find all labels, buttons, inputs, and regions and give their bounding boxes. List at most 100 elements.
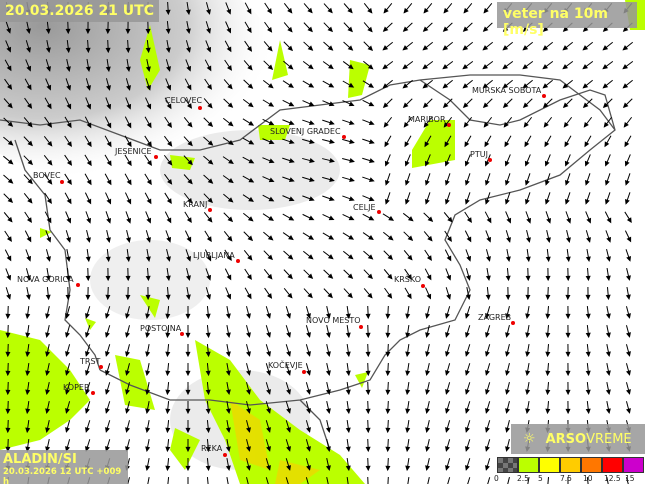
wind-arrow-head — [586, 295, 589, 299]
city-dot — [208, 208, 212, 212]
wind-arrow-head — [426, 409, 429, 413]
wind-arrow-head — [466, 466, 469, 470]
wind-arrow-head — [468, 237, 471, 241]
city-label: MARIBOR — [408, 115, 446, 124]
wind-arrow-head — [448, 237, 451, 241]
wind-arrow-head — [268, 294, 271, 298]
wind-arrow-head — [526, 295, 529, 299]
wind-arrow-head — [466, 371, 469, 375]
wind-arrow-head — [347, 409, 350, 413]
city-label: REKA — [201, 444, 222, 453]
city-dot — [76, 283, 80, 287]
wind-arrow-head — [467, 295, 470, 299]
wind-arrow-head — [488, 218, 491, 222]
wind-arrow-head — [607, 314, 610, 318]
wind-arrow-head — [505, 142, 508, 146]
wind-arrow-head — [106, 333, 109, 337]
wind-arrow-head — [146, 409, 149, 413]
city-dot — [223, 453, 227, 457]
wind-arrow-head — [347, 428, 350, 432]
wind-arrow-head — [486, 447, 489, 451]
wind-arrow-head — [146, 352, 149, 356]
city-label: KOČEVJE — [268, 361, 303, 370]
wind-arrow-head — [467, 276, 470, 280]
wind-arrow-head — [247, 352, 250, 356]
wind-arrow-head — [128, 180, 131, 184]
wind-arrow-head — [309, 216, 313, 219]
wind-arrow-head — [607, 390, 610, 394]
city-label: NOVA GORICA — [17, 275, 74, 284]
wind-arrow — [466, 477, 470, 484]
wind-arrow-head — [506, 447, 509, 451]
wind-arrow-head — [627, 295, 630, 299]
wind-arrow-head — [468, 218, 471, 222]
wind-arrow — [407, 477, 409, 484]
wind-arrow-head — [347, 447, 350, 451]
wind-arrow-head — [247, 314, 250, 318]
wind-arrow-head — [625, 142, 628, 146]
wind-arrow-head — [369, 217, 373, 220]
wind-arrow-head — [586, 200, 589, 204]
wind-arrow-head — [445, 162, 448, 166]
wind-arrow-head — [386, 314, 389, 318]
wind-arrow — [227, 477, 229, 484]
wind-arrow-head — [88, 180, 91, 184]
wind-arrow-head — [227, 314, 230, 318]
city-label: TRST — [80, 357, 100, 366]
wind-arrow-head — [607, 333, 610, 337]
wind-arrow-head — [526, 371, 529, 375]
wind-arrow-head — [446, 333, 449, 337]
wind-arrow-head — [366, 390, 369, 394]
wind-arrow-head — [506, 333, 509, 337]
wind-arrow-head — [126, 333, 129, 337]
wind-arrow-head — [269, 122, 273, 125]
wind-arrow-head — [406, 333, 409, 337]
wind-arrow-head — [370, 178, 374, 181]
wind-arrow-head — [126, 409, 129, 413]
wind-arrow-head — [426, 447, 429, 451]
wind-arrow-head — [370, 159, 374, 162]
city-dot — [154, 155, 158, 159]
city-label: SLOVENJ GRADEC — [270, 127, 341, 136]
wind-arrow-head — [587, 333, 590, 337]
wind-arrow-head — [546, 390, 549, 394]
wind-arrow-head — [46, 333, 49, 337]
wind-arrow-head — [545, 162, 548, 166]
wind-arrow-head — [167, 238, 170, 242]
wind-arrow-head — [426, 200, 429, 204]
wind-arrow-head — [350, 140, 354, 143]
wind-arrow-head — [607, 352, 610, 356]
wind-arrow-head — [447, 276, 450, 280]
city-label: POSTOJNA — [140, 324, 181, 333]
wind-arrow-head — [466, 352, 469, 356]
wind-arrow-head — [466, 409, 469, 413]
wind-arrow-head — [127, 219, 130, 223]
wind-arrow-head — [46, 314, 49, 318]
wind-arrow-head — [47, 238, 50, 242]
wind-arrow-head — [146, 333, 149, 337]
wind-arrow-head — [267, 333, 270, 337]
wind-arrow-head — [566, 390, 569, 394]
wind-arrow-head — [87, 238, 90, 242]
wind-arrow-head — [406, 390, 409, 394]
wind-arrow-head — [366, 409, 369, 413]
wind-arrow-head — [106, 409, 109, 413]
wind-arrow-head — [186, 371, 189, 375]
wind-arrow-head — [566, 295, 569, 299]
wind-arrow-head — [627, 257, 630, 261]
wind-arrow-head — [467, 257, 470, 261]
wind-arrow-head — [87, 219, 90, 223]
wind-arrow-head — [466, 447, 469, 451]
wind-arrow-head — [426, 352, 429, 356]
wind-arrow-head — [525, 142, 528, 146]
wind-arrow-head — [428, 256, 431, 260]
wind-arrow-head — [66, 333, 69, 337]
wind-arrow-head — [587, 238, 590, 242]
city-dot — [91, 391, 95, 395]
wind-arrow-head — [386, 371, 389, 375]
wind-arrow-head — [566, 181, 569, 185]
wind-arrow-head — [587, 314, 590, 318]
wind-arrow-head — [446, 200, 449, 204]
wind-arrow-head — [446, 466, 449, 470]
wind-arrow-head — [228, 275, 231, 279]
